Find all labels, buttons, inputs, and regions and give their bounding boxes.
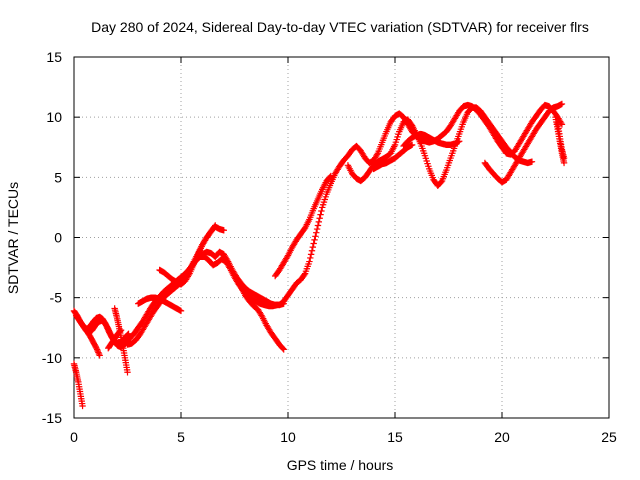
- data-series-16: [400, 130, 463, 150]
- data-point: [212, 222, 219, 229]
- data-point: [318, 207, 325, 215]
- data-point: [96, 352, 103, 359]
- x-tick-label: 20: [494, 429, 510, 445]
- data-point: [312, 233, 319, 240]
- data-series-19: [507, 150, 536, 167]
- data-point: [373, 151, 381, 158]
- data-point: [311, 236, 318, 244]
- y-tick-label: -5: [50, 290, 63, 306]
- data-point: [211, 223, 218, 230]
- x-axis-label: GPS time / hours: [287, 457, 394, 473]
- chart-title: Day 280 of 2024, Sidereal Day-to-day VTE…: [91, 19, 589, 35]
- data-point: [314, 222, 322, 229]
- data-point: [220, 227, 227, 234]
- data-point: [116, 328, 123, 335]
- data-point: [306, 258, 313, 265]
- data-point: [301, 271, 308, 279]
- x-tick-label: 5: [177, 429, 185, 445]
- data-series-10: [160, 222, 219, 297]
- data-point: [117, 326, 125, 334]
- data-point: [558, 100, 566, 108]
- y-tick-label: 15: [46, 49, 62, 65]
- data-series-17: [370, 141, 416, 173]
- y-tick-label: -10: [42, 350, 62, 366]
- data-point: [95, 349, 102, 356]
- data-point: [408, 141, 416, 149]
- data-point: [117, 327, 124, 335]
- data-point: [79, 402, 86, 410]
- data-point: [456, 138, 463, 145]
- y-axis-label: SDTVAR / TECUs: [5, 182, 21, 294]
- data-point: [313, 225, 321, 233]
- data-point: [94, 347, 101, 355]
- data-point: [560, 154, 568, 162]
- data-point: [279, 345, 287, 352]
- data-series-12: [233, 275, 287, 353]
- data-point: [106, 330, 114, 337]
- data-series-18: [481, 100, 566, 186]
- data-series-21: [554, 119, 568, 162]
- y-tick-label: 5: [54, 169, 62, 185]
- data-point: [105, 325, 112, 333]
- data-series-4: [83, 328, 103, 359]
- data-points: [70, 100, 568, 410]
- data-point: [106, 328, 113, 336]
- y-tick-label: 10: [46, 109, 62, 125]
- data-point: [310, 240, 317, 247]
- data-series-13: [271, 172, 334, 280]
- x-tick-label: 0: [70, 429, 78, 445]
- data-point: [309, 243, 317, 251]
- axis-ticks: 0 5 10 15 20 25 -15 -10 -5 0 5 10 15: [42, 49, 617, 445]
- data-point: [528, 158, 536, 165]
- data-point: [93, 345, 100, 352]
- grid: [74, 57, 609, 418]
- data-point: [280, 346, 287, 353]
- data-series-11: [135, 294, 185, 315]
- data-point: [105, 327, 113, 334]
- data-point: [316, 215, 323, 222]
- data-point: [177, 307, 185, 315]
- y-tick-label: 0: [54, 230, 62, 246]
- x-tick-label: 25: [601, 429, 617, 445]
- x-tick-label: 15: [387, 429, 403, 445]
- data-point: [93, 346, 101, 353]
- data-point: [313, 229, 320, 236]
- data-series-1: [70, 360, 86, 410]
- y-tick-label: -15: [42, 410, 62, 426]
- data-point: [315, 218, 323, 226]
- x-tick-label: 10: [280, 429, 296, 445]
- data-point: [124, 369, 131, 376]
- data-point: [307, 251, 315, 258]
- data-point: [317, 211, 324, 218]
- data-point: [308, 247, 316, 254]
- data-point: [307, 254, 314, 262]
- data-series-6: [105, 326, 125, 352]
- data-point: [95, 350, 103, 358]
